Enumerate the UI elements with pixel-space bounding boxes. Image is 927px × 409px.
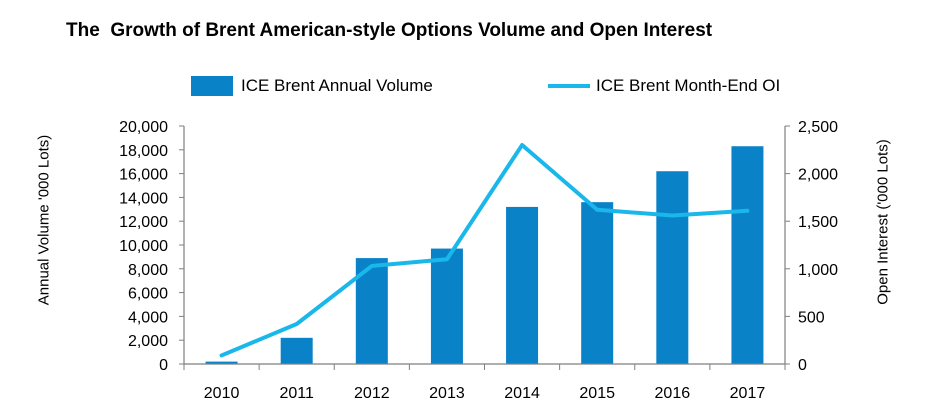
- y-tick-label-left: 10,000: [119, 238, 168, 255]
- x-tick-label-2016: 2016: [655, 385, 691, 402]
- x-tick-label-2011: 2011: [279, 385, 314, 402]
- legend-swatch-volume: [191, 76, 233, 96]
- y-tick-label-left: 14,000: [119, 190, 168, 207]
- oi-line: [219, 143, 750, 358]
- y-tick-label-left: 18,000: [119, 143, 168, 160]
- legend-swatch-oi: [548, 84, 590, 88]
- y-axis-label-left: Annual Volume '000 Lots): [35, 134, 53, 306]
- legend-item-volume: ICE Brent Annual Volume: [191, 76, 433, 96]
- bar-2011: [280, 337, 313, 364]
- bar-2017: [731, 146, 764, 364]
- chart-title: The Growth of Brent American-style Optio…: [66, 20, 713, 41]
- y-tick-label-left: 12,000: [119, 214, 168, 231]
- x-tick-label-2010: 2010: [204, 385, 240, 402]
- y-tick-label-left: 20,000: [119, 119, 168, 136]
- y-tick-label-left: 8,000: [128, 262, 168, 279]
- bar-2013: [430, 248, 463, 364]
- y-axis-label-right: Open Interest ('000 Lots): [874, 139, 892, 305]
- legend-label-oi: ICE Brent Month-End OI: [596, 76, 781, 95]
- bar-2010: [205, 361, 238, 364]
- y-tick-label-left: 16,000: [119, 167, 168, 184]
- bar-2016: [656, 171, 689, 364]
- legend-label-volume: ICE Brent Annual Volume: [241, 76, 433, 95]
- y-tick-label-right: 500: [798, 309, 825, 326]
- y-tick-label-right: 2,000: [798, 167, 838, 184]
- y-tick-label-right: 0: [798, 357, 807, 374]
- y-tick-label-left: 6,000: [128, 286, 168, 303]
- x-tick-label-2017: 2017: [730, 385, 766, 402]
- x-tick-label-2013: 2013: [429, 385, 465, 402]
- y-tick-label-left: 0: [159, 357, 168, 374]
- y-tick-label-right: 1,000: [798, 262, 838, 279]
- x-tick-label-2012: 2012: [354, 385, 390, 402]
- x-tick-label-2014: 2014: [504, 385, 540, 402]
- bar-2014: [506, 206, 539, 364]
- y-tick-label-right: 2,500: [798, 119, 838, 136]
- y-tick-label-left: 4,000: [128, 309, 168, 326]
- y-tick-label-left: 2,000: [128, 333, 168, 350]
- bar-2015: [581, 202, 614, 364]
- legend-item-oi: ICE Brent Month-End OI: [548, 76, 780, 96]
- x-tick-label-2015: 2015: [579, 385, 615, 402]
- y-tick-label-right: 1,500: [798, 214, 838, 231]
